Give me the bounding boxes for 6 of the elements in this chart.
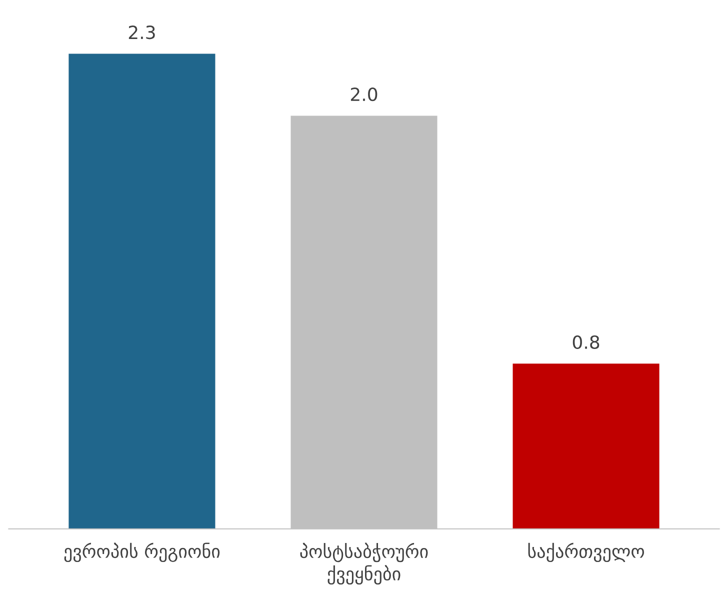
x-tick-label: საქართველო	[528, 542, 644, 562]
x-tick-label: ევროპის რეგიონი	[64, 542, 220, 562]
data-label: 2.0	[350, 88, 378, 102]
data-label: 0.8	[572, 335, 600, 350]
x-tick-label: პოსტსაბჭოური ქვეყნები	[300, 542, 428, 585]
data-label: 2.3	[128, 26, 155, 40]
